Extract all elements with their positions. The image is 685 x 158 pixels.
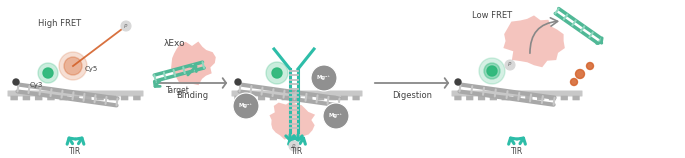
Circle shape [38,63,58,83]
Text: High FRET: High FRET [38,19,81,28]
FancyBboxPatch shape [549,96,556,100]
Circle shape [289,141,299,151]
FancyBboxPatch shape [109,96,116,100]
FancyBboxPatch shape [560,96,568,100]
FancyBboxPatch shape [133,96,140,100]
Circle shape [484,63,500,79]
FancyBboxPatch shape [340,96,348,100]
Circle shape [487,66,497,76]
FancyBboxPatch shape [306,96,312,100]
Text: TIR: TIR [69,146,82,155]
Circle shape [43,68,53,78]
Circle shape [311,65,337,91]
FancyBboxPatch shape [573,96,580,100]
Text: Cy3: Cy3 [29,82,42,88]
Circle shape [479,58,505,84]
FancyBboxPatch shape [8,91,143,97]
Circle shape [323,103,349,129]
Circle shape [272,68,282,78]
Text: Target: Target [166,86,190,95]
Circle shape [505,60,515,70]
FancyBboxPatch shape [537,96,545,100]
FancyBboxPatch shape [23,96,30,100]
FancyBboxPatch shape [10,96,18,100]
Text: P: P [508,63,512,67]
FancyBboxPatch shape [35,96,42,100]
FancyBboxPatch shape [258,96,265,100]
FancyBboxPatch shape [490,96,497,100]
Text: Mg²⁺: Mg²⁺ [317,75,331,80]
FancyBboxPatch shape [525,96,532,100]
FancyBboxPatch shape [282,96,289,100]
FancyBboxPatch shape [121,96,128,100]
FancyBboxPatch shape [246,96,253,100]
Text: P: P [292,143,296,149]
Circle shape [235,79,241,85]
FancyArrowPatch shape [530,18,558,53]
FancyBboxPatch shape [72,96,79,100]
Circle shape [455,79,461,85]
Circle shape [575,70,584,79]
Polygon shape [171,42,216,85]
Circle shape [586,63,593,70]
FancyBboxPatch shape [97,96,104,100]
FancyBboxPatch shape [232,91,362,97]
Text: Cy5: Cy5 [85,66,98,72]
FancyBboxPatch shape [317,96,324,100]
Text: Low FRET: Low FRET [472,12,512,21]
Text: P: P [124,24,127,28]
FancyBboxPatch shape [329,96,336,100]
Polygon shape [269,101,315,140]
Circle shape [121,21,131,31]
Text: Mg²⁺: Mg²⁺ [239,103,253,108]
FancyBboxPatch shape [47,96,55,100]
FancyBboxPatch shape [293,96,301,100]
FancyBboxPatch shape [478,96,485,100]
Circle shape [13,79,19,85]
FancyBboxPatch shape [234,96,242,100]
FancyBboxPatch shape [501,96,509,100]
Polygon shape [503,15,565,67]
Text: TIR: TIR [511,146,523,155]
FancyBboxPatch shape [270,96,277,100]
FancyBboxPatch shape [513,96,521,100]
Text: TIR: TIR [291,146,303,155]
FancyBboxPatch shape [466,96,473,100]
FancyBboxPatch shape [60,96,67,100]
Text: Digestion: Digestion [392,91,432,100]
FancyBboxPatch shape [451,91,582,97]
FancyBboxPatch shape [84,96,92,100]
Circle shape [571,79,577,85]
Text: Binding: Binding [177,91,208,100]
FancyBboxPatch shape [454,96,462,100]
FancyBboxPatch shape [353,96,360,100]
Text: Mg²⁺: Mg²⁺ [329,113,343,118]
Circle shape [64,57,82,75]
Text: λExo: λExo [164,39,186,48]
Circle shape [59,52,87,80]
Circle shape [266,62,288,84]
Circle shape [233,93,259,119]
